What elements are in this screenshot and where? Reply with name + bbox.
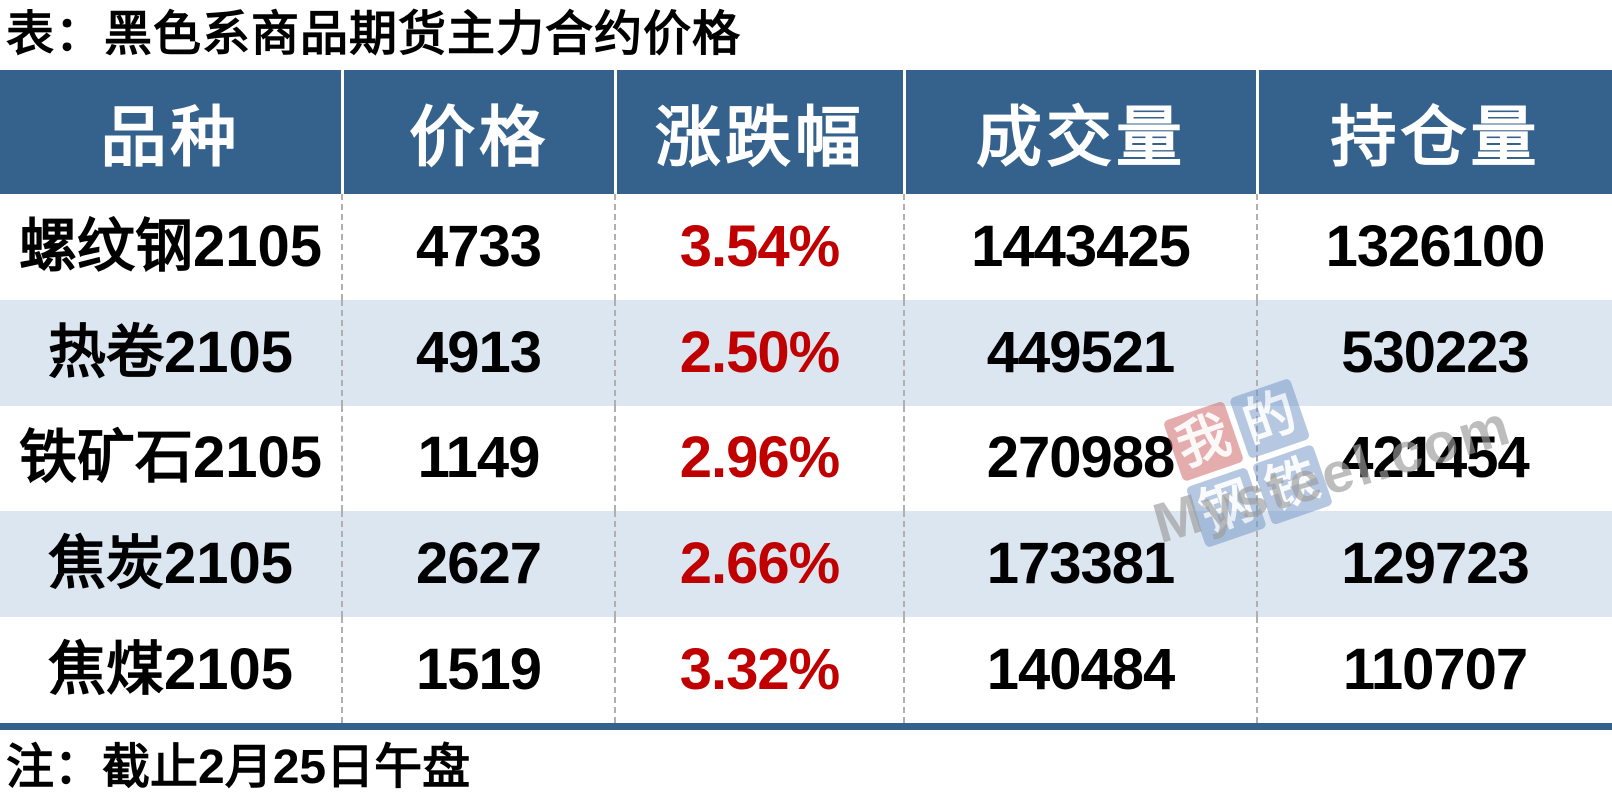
cell-open-interest: 129723 (1256, 511, 1612, 618)
cell-change: 2.66% (614, 511, 903, 618)
cell-volume: 140484 (903, 617, 1256, 723)
cell-price: 1149 (341, 405, 614, 512)
cell-open-interest: 110707 (1256, 617, 1612, 723)
cell-variety: 铁矿石2105 (18, 425, 323, 491)
cell-open-interest: 1326100 (1256, 194, 1612, 300)
header-cell-price: 价格 (341, 70, 614, 194)
cell-change: 2.50% (614, 299, 903, 406)
futures-price-table: 品种 价格 涨跌幅 成交量 持仓量 螺纹钢2105 4733 3.54% 144… (0, 70, 1612, 723)
cell-change: 2.96% (614, 405, 903, 512)
note-text: 注：截止2月25日午盘 (6, 741, 471, 794)
page-title: 表：黑色系商品期货主力合约价格 (6, 8, 742, 61)
cell-change: 3.32% (614, 617, 903, 723)
cell-variety: 螺纹钢2105 (18, 213, 323, 279)
table-bottom-rule (0, 723, 1612, 730)
header-cell-change: 涨跌幅 (614, 70, 903, 194)
header-cell-volume: 成交量 (903, 70, 1256, 194)
header-cell-open-interest: 持仓量 (1256, 70, 1612, 194)
header-cell-variety: 品种 (0, 70, 341, 194)
cell-volume: 449521 (903, 299, 1256, 406)
cell-open-interest: 530223 (1256, 299, 1612, 406)
cell-variety: 焦煤2105 (47, 637, 294, 703)
cell-variety: 焦炭2105 (0, 511, 341, 618)
note-band: 注：截止2月25日午盘 (0, 730, 1612, 806)
cell-price: 4733 (341, 194, 614, 300)
cell-volume: 173381 (903, 511, 1256, 618)
cell-volume: 1443425 (903, 194, 1256, 300)
title-band: 表：黑色系商品期货主力合约价格 (0, 0, 1612, 70)
cell-volume: 270988 (903, 405, 1256, 512)
cell-price: 2627 (341, 511, 614, 618)
cell-variety: 热卷2105 (0, 299, 341, 406)
cell-price: 4913 (341, 299, 614, 406)
cell-price: 1519 (341, 617, 614, 723)
cell-open-interest: 421454 (1256, 405, 1612, 512)
cell-change: 3.54% (614, 194, 903, 300)
